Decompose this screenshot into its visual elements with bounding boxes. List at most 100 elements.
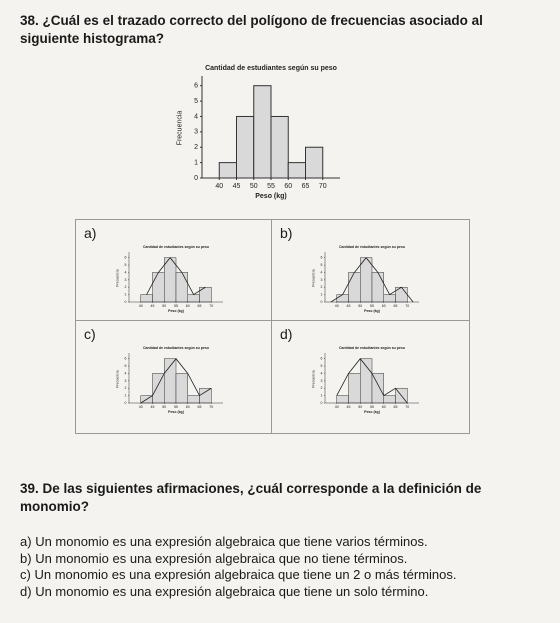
x-axis-label: Peso (kg) [168,309,184,313]
y-tick-label: 3 [125,278,127,282]
x-tick-label: 60 [186,405,190,409]
answer-option: c) Un monomio es una expresión algebraic… [20,567,457,582]
option-label: a) [84,225,97,241]
y-tick-label: 6 [321,256,323,260]
x-tick-label: 40 [139,304,143,308]
bar [348,272,361,303]
y-axis-label: Frecuencia [176,111,183,146]
x-axis-label: Peso (kg) [364,309,380,313]
y-tick-label: 6 [125,357,127,361]
x-tick-label: 70 [405,405,409,409]
option-chart: Cantidad de estudiantes según su peso Fre… [312,245,419,313]
x-tick-label: 65 [198,304,202,308]
x-tick-label: 70 [319,183,327,190]
y-tick-label: 0 [125,300,127,304]
option-label: c) [84,326,96,342]
frequency-polygon [336,358,408,404]
x-tick-label: 65 [394,405,398,409]
bar [175,272,188,303]
bar [253,85,272,179]
y-tick-label: 0 [321,401,323,405]
y-tick-label: 1 [321,293,323,297]
y-tick-label: 0 [125,401,127,405]
question-39: 39. De las siguientes afirmaciones, ¿cuá… [20,480,545,516]
frequency-polygon [330,257,414,303]
bar [164,358,177,404]
x-tick-label: 70 [209,405,213,409]
chart-title: Cantidad de estudiantes según su peso [143,346,209,350]
bar [371,373,384,404]
bar [383,395,396,404]
option-chart: Cantidad de estudiantes según su peso Fre… [116,346,223,414]
y-tick-label: 2 [125,386,127,390]
y-tick-label: 6 [321,357,323,361]
bar [175,373,188,404]
question-number: 38. [20,13,39,28]
y-axis-label: Frecuencia [312,370,316,387]
x-tick-label: 60 [382,405,386,409]
option-chart: Cantidad de estudiantes según su peso Fre… [312,346,419,414]
y-tick-label: 5 [125,263,127,267]
x-tick-label: 50 [162,304,166,308]
bar [360,358,373,404]
answer-text: Un monomio es una expresión algebraica q… [35,534,428,549]
chart-title: Cantidad de estudiantes según su peso [339,346,405,350]
answer-option: a) Un monomio es una expresión algebraic… [20,534,428,549]
y-tick-label: 6 [125,256,127,260]
x-tick-label: 40 [335,405,339,409]
option-chart: Cantidad de estudiantes según su peso Fre… [116,245,223,313]
x-tick-label: 40 [215,183,223,190]
histogram: Cantidad de estudiantes según su peso Fre… [176,65,340,200]
divider [271,220,272,433]
x-axis-label: Peso (kg) [255,193,287,200]
x-tick-label: 55 [174,405,178,409]
y-tick-label: 4 [125,371,127,375]
y-tick-label: 5 [321,364,323,368]
answer-label: a) [20,534,32,549]
x-tick-label: 65 [302,183,310,190]
frequency-polygon [146,257,206,296]
answer-label: d) [20,583,32,599]
y-tick-label: 2 [194,144,198,151]
answer-text: Un monomio es una expresión algebraica q… [35,583,429,599]
y-tick-label: 0 [321,300,323,304]
bar [383,294,396,303]
bar [164,257,177,303]
bar [270,115,289,179]
x-tick-label: 60 [382,304,386,308]
answer-option: b) Un monomio es una expresión algebraic… [20,551,407,566]
y-tick-label: 5 [194,98,198,105]
x-tick-label: 40 [139,405,143,409]
y-tick-label: 2 [321,285,323,289]
y-tick-label: 4 [125,270,127,274]
bar [371,272,384,303]
chart-title: Cantidad de estudiantes según su peso [205,65,337,72]
x-tick-label: 55 [267,183,275,190]
bar [360,257,373,303]
bar [305,146,324,179]
y-tick-label: 4 [321,371,323,375]
x-tick-label: 45 [233,183,241,190]
x-tick-label: 45 [347,405,351,409]
bar [152,373,165,404]
option-label: b) [280,225,293,241]
question-38: 38. ¿Cuál es el trazado correcto del pol… [20,12,545,48]
x-axis-label: Peso (kg) [364,410,380,414]
option-label: d) [280,326,293,342]
x-tick-label: 65 [198,405,202,409]
y-tick-label: 4 [321,270,323,274]
bar [218,162,237,179]
x-tick-label: 70 [405,304,409,308]
divider [76,320,469,321]
bar [236,115,255,179]
x-tick-label: 60 [284,183,292,190]
bar [187,294,200,303]
bar [287,162,306,179]
bar [348,373,361,404]
x-tick-label: 50 [358,304,362,308]
y-axis-label: Frecuencia [312,269,316,286]
answer-option: d) Un monomio es una expresión algebraic… [20,584,428,599]
x-tick-label: 70 [209,304,213,308]
x-axis-label: Peso (kg) [168,410,184,414]
